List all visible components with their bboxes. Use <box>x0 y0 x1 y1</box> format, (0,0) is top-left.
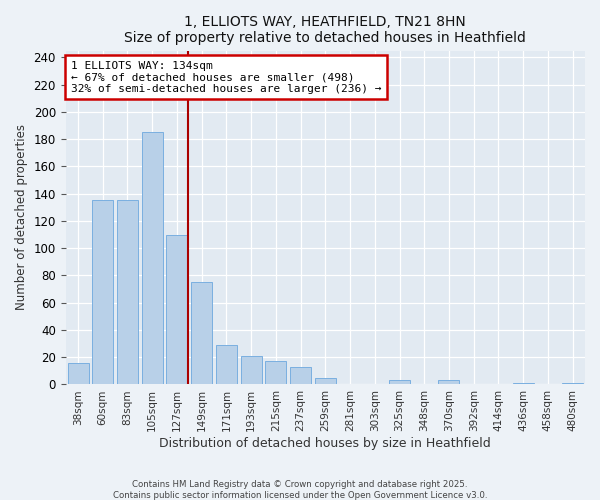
Title: 1, ELLIOTS WAY, HEATHFIELD, TN21 8HN
Size of property relative to detached house: 1, ELLIOTS WAY, HEATHFIELD, TN21 8HN Siz… <box>124 15 526 45</box>
Bar <box>142 132 163 384</box>
Text: Contains HM Land Registry data © Crown copyright and database right 2025.
Contai: Contains HM Land Registry data © Crown c… <box>113 480 487 500</box>
Bar <box>439 380 460 384</box>
Bar <box>265 362 286 384</box>
Bar <box>512 383 533 384</box>
Bar <box>117 200 138 384</box>
Bar <box>92 200 113 384</box>
Text: 1 ELLIOTS WAY: 134sqm
← 67% of detached houses are smaller (498)
32% of semi-det: 1 ELLIOTS WAY: 134sqm ← 67% of detached … <box>71 60 382 94</box>
Y-axis label: Number of detached properties: Number of detached properties <box>15 124 28 310</box>
Bar <box>191 282 212 384</box>
Bar <box>315 378 336 384</box>
Bar <box>389 380 410 384</box>
Bar <box>68 362 89 384</box>
Bar <box>241 356 262 384</box>
Bar <box>562 383 583 384</box>
Bar <box>166 234 187 384</box>
X-axis label: Distribution of detached houses by size in Heathfield: Distribution of detached houses by size … <box>160 437 491 450</box>
Bar <box>290 366 311 384</box>
Bar <box>216 345 237 385</box>
